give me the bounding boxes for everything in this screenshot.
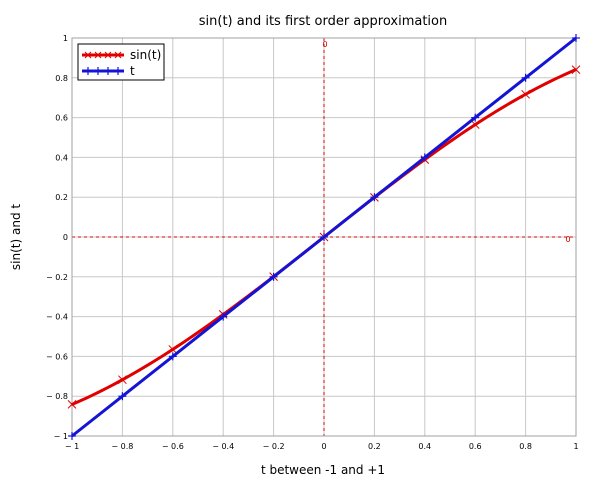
y-tick-labels: 1 0.8 0.6 0.4 0.2 0 − 0.2 − 0.4 − 0.6 − 0.8 − 1	[46, 34, 68, 441]
y-tick-label: − 0.6	[46, 352, 68, 361]
series-layer	[67, 34, 581, 440]
x-tick-label: − 0.4	[212, 442, 234, 451]
y-tick-label: − 0.8	[46, 392, 68, 401]
x-tick-label: 0	[321, 442, 326, 451]
data-point	[571, 65, 581, 74]
x-tick-label: 1	[573, 442, 578, 451]
data-point	[269, 272, 278, 281]
data-point	[168, 345, 178, 354]
horizontal-zero-line-label: 0	[565, 235, 570, 244]
marker-stroke	[118, 375, 127, 385]
data-point	[168, 352, 177, 361]
data-point	[521, 73, 530, 82]
data-point	[471, 113, 480, 122]
legend-label: sin(t)	[130, 48, 161, 62]
chart-title: sin(t) and its first order approximation	[199, 14, 447, 29]
marker-stroke	[67, 400, 77, 409]
data-point	[470, 120, 480, 129]
y-tick-label: 0.2	[55, 193, 68, 202]
x-tick-label: 0.2	[368, 442, 381, 451]
data-point	[420, 153, 429, 162]
y-tick-label: 0.8	[55, 74, 68, 83]
x-tick-label: 0.6	[469, 442, 482, 451]
data-point	[118, 392, 127, 401]
data-point	[219, 312, 228, 321]
x-tick-label: 0.8	[519, 442, 532, 451]
y-tick-label: − 0.4	[46, 313, 68, 322]
vertical-zero-line-label: 0	[322, 40, 327, 49]
data-point	[320, 233, 328, 241]
legend-box	[77, 43, 165, 81]
data-point	[572, 34, 580, 42]
y-tick-label: 0.4	[55, 153, 68, 162]
y-tick-label: 0.6	[55, 114, 68, 123]
x-tick-label: 0.4	[418, 442, 431, 451]
x-tick-label: − 0.8	[111, 442, 133, 451]
plot-frame	[71, 37, 577, 437]
legend: sin(t) t	[77, 43, 165, 81]
marker-stroke	[521, 89, 530, 99]
y-axis-label: sin(t) and t	[9, 204, 23, 270]
x-tick-label: − 1	[65, 442, 79, 451]
legend-item: sin(t)	[82, 48, 161, 62]
legend-marker	[104, 51, 112, 59]
data-point	[370, 193, 379, 202]
y-tick-label: 0	[63, 233, 68, 242]
y-tick-label: − 1	[54, 432, 68, 441]
legend-item: t	[82, 64, 135, 78]
marker-stroke	[168, 345, 178, 354]
marker-stroke	[571, 65, 581, 74]
data-point	[118, 375, 127, 385]
legend-marker	[84, 51, 92, 59]
x-axis-label: t between -1 and +1	[261, 463, 385, 477]
data-point	[67, 400, 77, 409]
marker-stroke	[470, 120, 480, 129]
data-point	[68, 432, 76, 440]
data-point	[521, 89, 530, 99]
series-t	[68, 34, 580, 440]
legend-label: t	[130, 64, 135, 78]
x-tick-labels: − 1 − 0.8 − 0.6 − 0.4 − 0.2 0 0.2 0.4 0.6 0.8 1	[65, 442, 579, 451]
y-tick-label: − 0.2	[46, 273, 68, 282]
legend-marker	[114, 51, 122, 59]
x-tick-label: − 0.6	[162, 442, 184, 451]
x-tick-label: − 0.2	[263, 442, 285, 451]
y-tick-label: 1	[63, 34, 68, 43]
legend-marker	[94, 51, 102, 59]
